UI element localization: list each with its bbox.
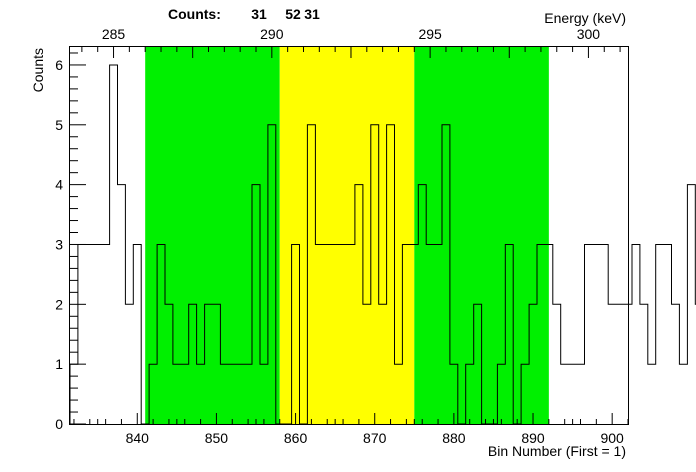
y-tick-label: 6	[55, 57, 63, 73]
x-tick-label: 840	[126, 430, 150, 446]
y-tick-label: 5	[55, 117, 63, 133]
y-axis: 0 1 2 3 4 5 6	[55, 52, 86, 432]
x-tick-label: 880	[442, 430, 466, 446]
region-left-background	[145, 47, 280, 424]
y-axis-title: Counts	[30, 48, 46, 92]
histogram-line	[69, 64, 696, 425]
y-tick-label: 2	[55, 296, 63, 312]
x-tick-label: 870	[363, 430, 387, 446]
count-right: 31	[304, 6, 320, 22]
energy-axis-title: Energy (keV)	[544, 10, 626, 26]
plot-frame	[69, 46, 629, 425]
y-tick-label: 3	[55, 236, 63, 252]
x-axis-title: Bin Number (First = 1)	[488, 443, 626, 459]
region-peak	[279, 47, 415, 424]
energy-tick-label: 285	[102, 26, 126, 42]
y-tick-label: 0	[55, 416, 63, 432]
y-tick-label: 4	[55, 177, 63, 193]
energy-tick-label: 300	[577, 26, 601, 42]
energy-tick-label: 290	[260, 26, 284, 42]
x-tick-label: 850	[205, 430, 229, 446]
x-tick-label: 860	[284, 430, 308, 446]
x-axis: 840 850 860 870 880 890 900	[73, 413, 629, 446]
energy-tick-label: 295	[418, 26, 442, 42]
x-tick-label: 890	[521, 430, 545, 446]
chart-title-label: Counts:	[168, 6, 221, 22]
roi-regions	[145, 47, 549, 424]
count-peak: 52	[285, 6, 301, 22]
count-left: 31	[251, 6, 267, 22]
energy-axis: 285290295300305	[81, 26, 621, 58]
y-tick-label: 1	[55, 356, 63, 372]
x-tick-label: 900	[600, 430, 624, 446]
